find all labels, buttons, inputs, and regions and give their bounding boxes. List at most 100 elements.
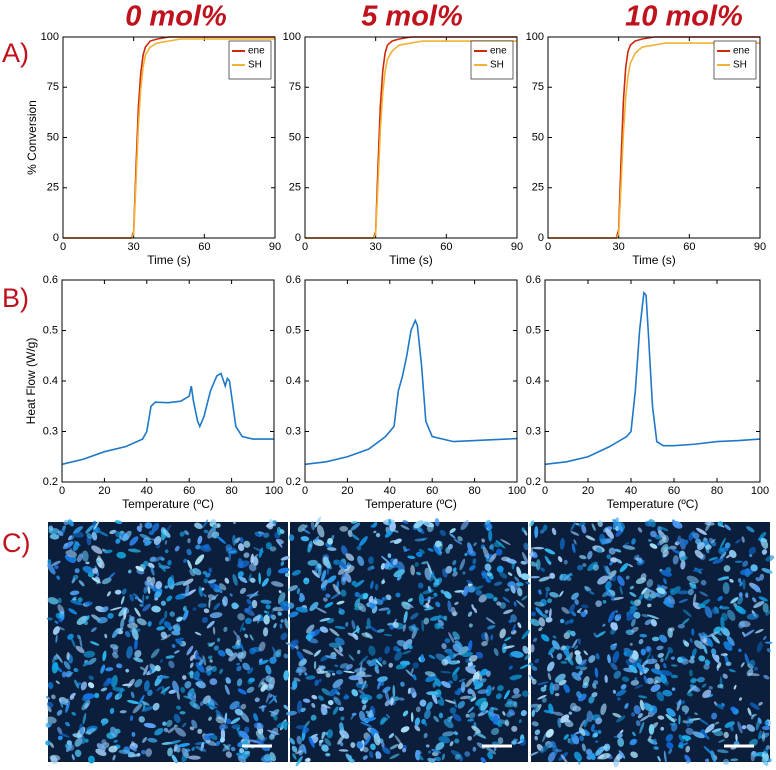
crystal [244,633,249,639]
crystal [617,732,623,739]
crystal [82,566,95,574]
crystal [452,560,457,566]
crystal [598,747,601,751]
crystal [239,641,245,653]
crystal [706,637,713,648]
y-tick-label: 0.5 [43,324,58,336]
crystal [503,645,515,649]
crystal [142,737,147,743]
crystal [236,727,240,731]
crystal [237,704,242,709]
crystal [327,700,334,706]
crystal [645,658,658,665]
crystal [467,735,473,741]
crystal [362,593,369,600]
crystal [114,589,122,595]
crystal [630,600,635,606]
x-tick-label: 0 [542,485,548,497]
x-tick-label: 100 [751,485,769,497]
crystal [263,614,270,625]
crystal [485,746,496,755]
crystal [521,595,528,601]
crystal [173,650,180,654]
crystal [150,566,155,576]
crystal [136,618,147,626]
crystal [487,710,494,722]
crystal [243,726,250,734]
crystal [423,522,430,526]
crystal [418,754,424,761]
crystal [287,602,295,609]
crystal [592,683,597,689]
crystal [262,627,269,637]
crystal [280,556,290,561]
crystal [448,632,455,644]
crystal [633,611,641,619]
crystal [634,677,638,681]
crystal [597,520,603,527]
legend-label: ene [248,46,265,57]
crystal [407,555,416,559]
crystal [237,571,244,578]
crystal [251,599,258,609]
crystal [469,664,476,670]
crystal [431,748,442,754]
crystal [467,718,475,722]
crystal [761,568,773,574]
crystal [356,741,364,749]
crystal [432,758,436,761]
y-tick-label: 0.2 [43,476,58,488]
crystal [496,565,504,573]
crystal [237,560,250,569]
crystal [153,556,163,562]
crystal [500,539,511,546]
crystal [78,580,85,587]
crystal [740,568,754,576]
crystal [143,560,149,567]
crystal [443,719,454,729]
crystal [768,758,772,763]
crystal [236,665,242,672]
crystal [129,536,139,546]
crystal [244,750,251,755]
y-tick-label: 100 [41,31,59,43]
y-axis-label: Heat Flow (W/g) [24,338,38,425]
y-tick-label: 100 [526,31,544,43]
crystal [363,735,372,746]
crystal [357,649,361,655]
crystal [615,689,627,697]
crystal [666,742,674,749]
crystal [671,687,676,691]
crystal [595,653,600,660]
crystal [203,529,209,534]
x-axis-label: Temperature (ºC) [607,497,699,511]
crystal [512,624,516,633]
crystal [131,731,136,737]
crystal [746,613,760,620]
crystal [194,522,203,529]
y-tick-label: 25 [47,182,59,194]
crystal [598,729,602,735]
crystal [613,756,620,768]
crystal [187,559,193,570]
crystal [108,572,116,579]
crystal [303,744,307,755]
crystal [629,585,634,590]
crystal [531,665,538,671]
crystal [702,639,707,643]
crystal [421,718,427,725]
crystal [272,520,278,525]
crystal [427,562,433,575]
crystal [182,578,194,586]
crystal [583,717,589,728]
crystal [517,622,522,629]
crystal [265,692,271,704]
crystal [407,598,413,603]
crystal [388,733,395,739]
crystal [668,748,673,755]
crystal [764,720,769,726]
crystal [617,697,621,701]
crystal [410,564,416,576]
crystal [127,678,135,688]
crystal [538,627,543,632]
